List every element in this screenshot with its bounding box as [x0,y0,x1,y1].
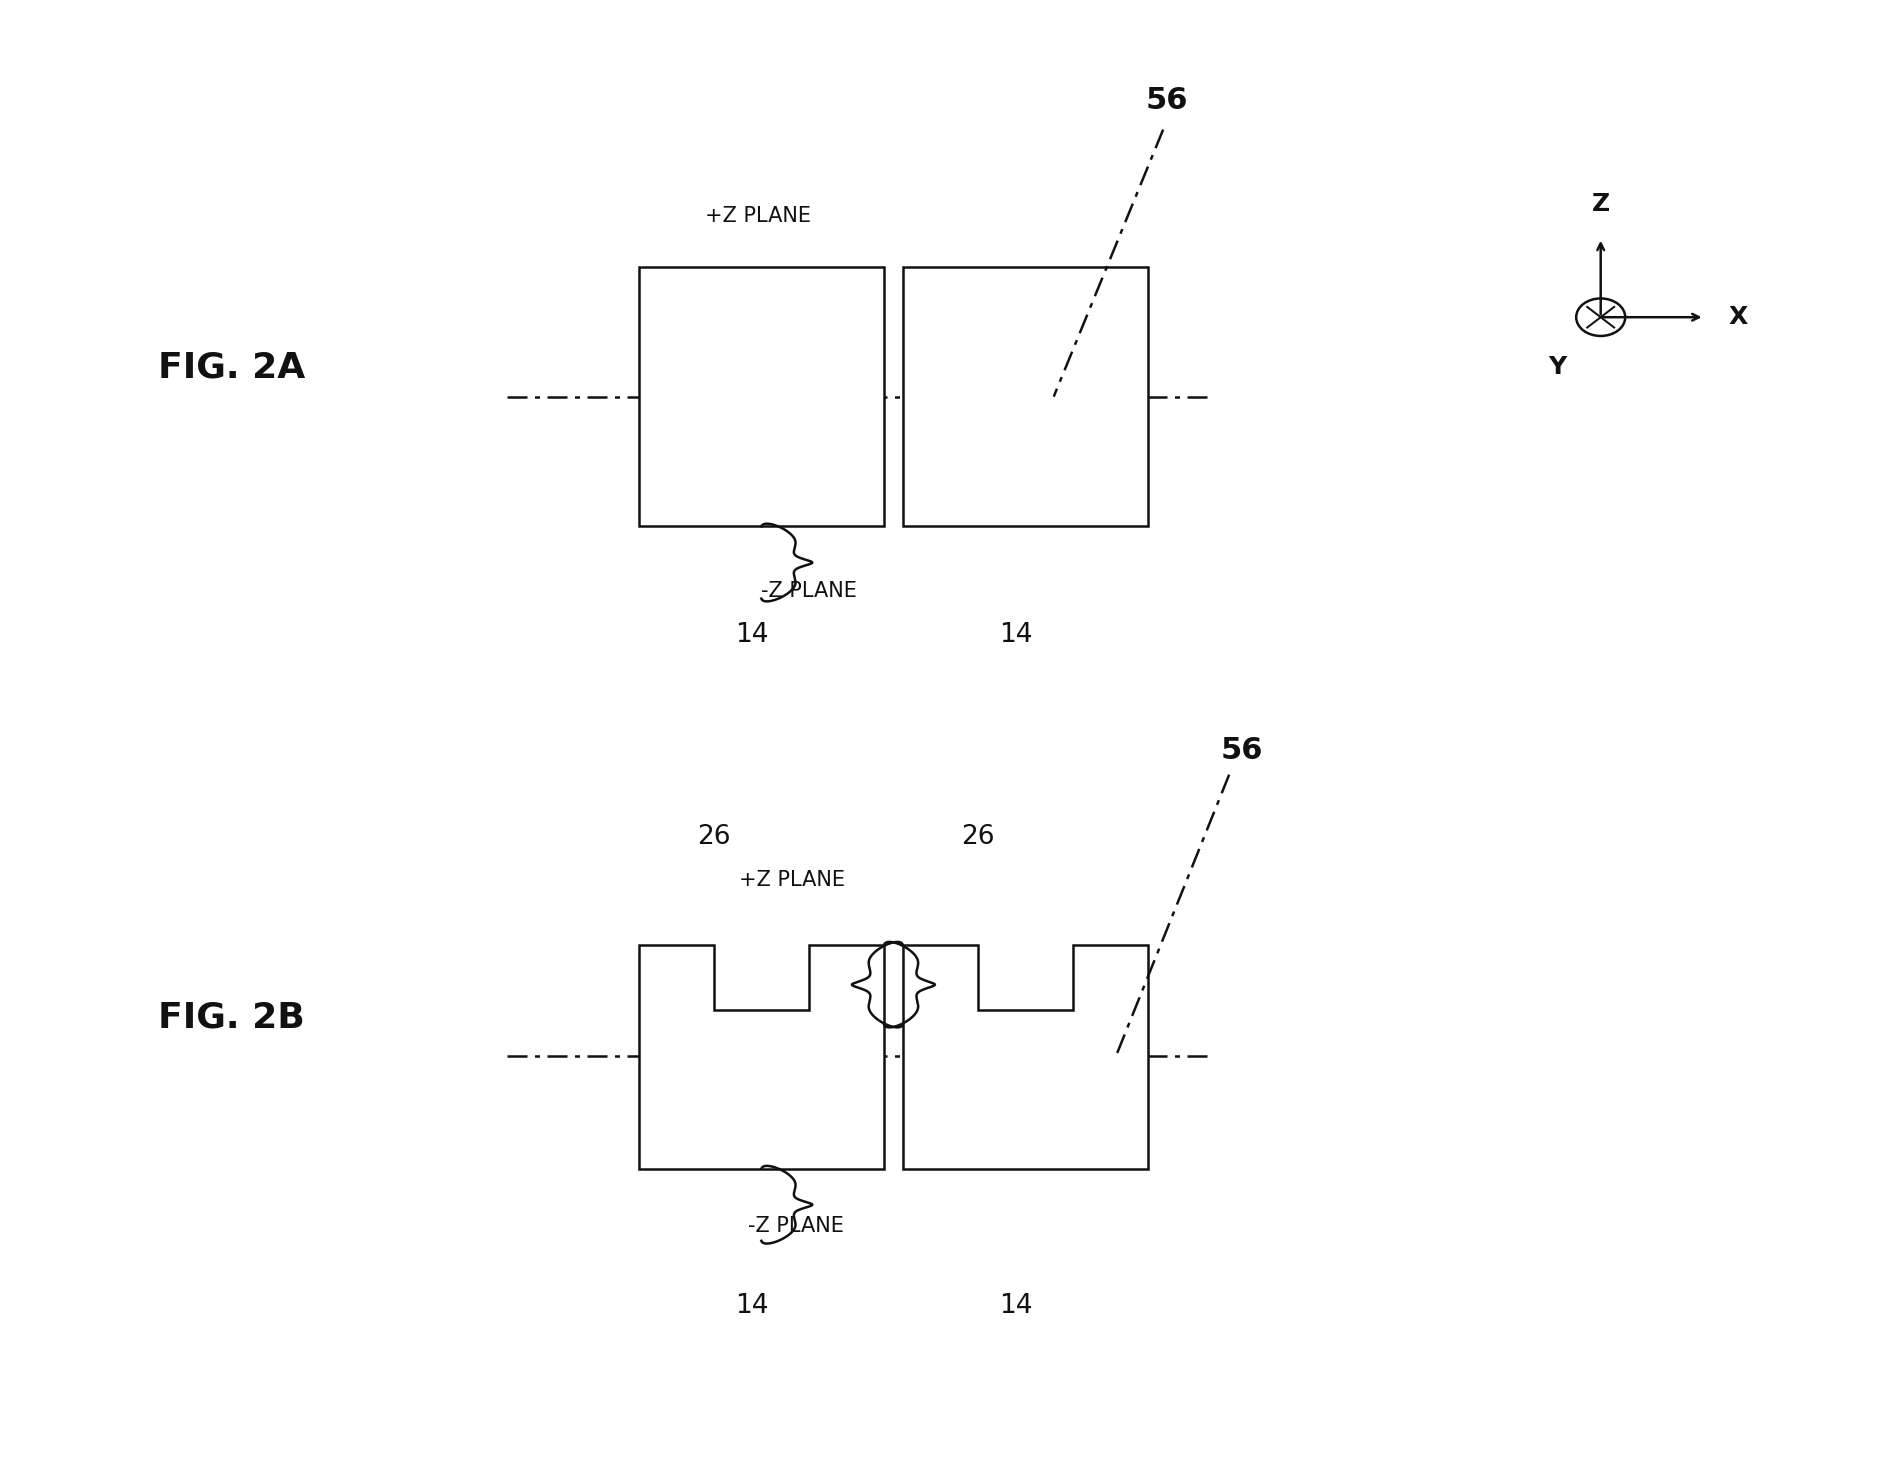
Bar [638,267,884,526]
Text: Y: Y [1548,354,1568,379]
Text: 26: 26 [961,823,996,849]
Text: FIG. 2A: FIG. 2A [158,351,306,385]
Text: -Z PLANE: -Z PLANE [749,1217,844,1237]
Text: +Z PLANE: +Z PLANE [705,207,811,226]
PathPatch shape [902,946,1148,1169]
Text: 14: 14 [999,1292,1034,1319]
PathPatch shape [638,946,884,1169]
Text: 14: 14 [735,1292,770,1319]
Text: +Z PLANE: +Z PLANE [739,870,846,890]
Text: 14: 14 [999,622,1034,648]
Text: 56: 56 [1146,86,1188,115]
Text: 14: 14 [735,622,770,648]
Text: X: X [1729,305,1748,329]
Text: 26: 26 [697,823,732,849]
Text: -Z PLANE: -Z PLANE [762,581,857,602]
Text: Z: Z [1592,192,1609,216]
Text: FIG. 2B: FIG. 2B [158,1000,304,1034]
Text: 56: 56 [1222,736,1264,765]
Bar [902,267,1148,526]
